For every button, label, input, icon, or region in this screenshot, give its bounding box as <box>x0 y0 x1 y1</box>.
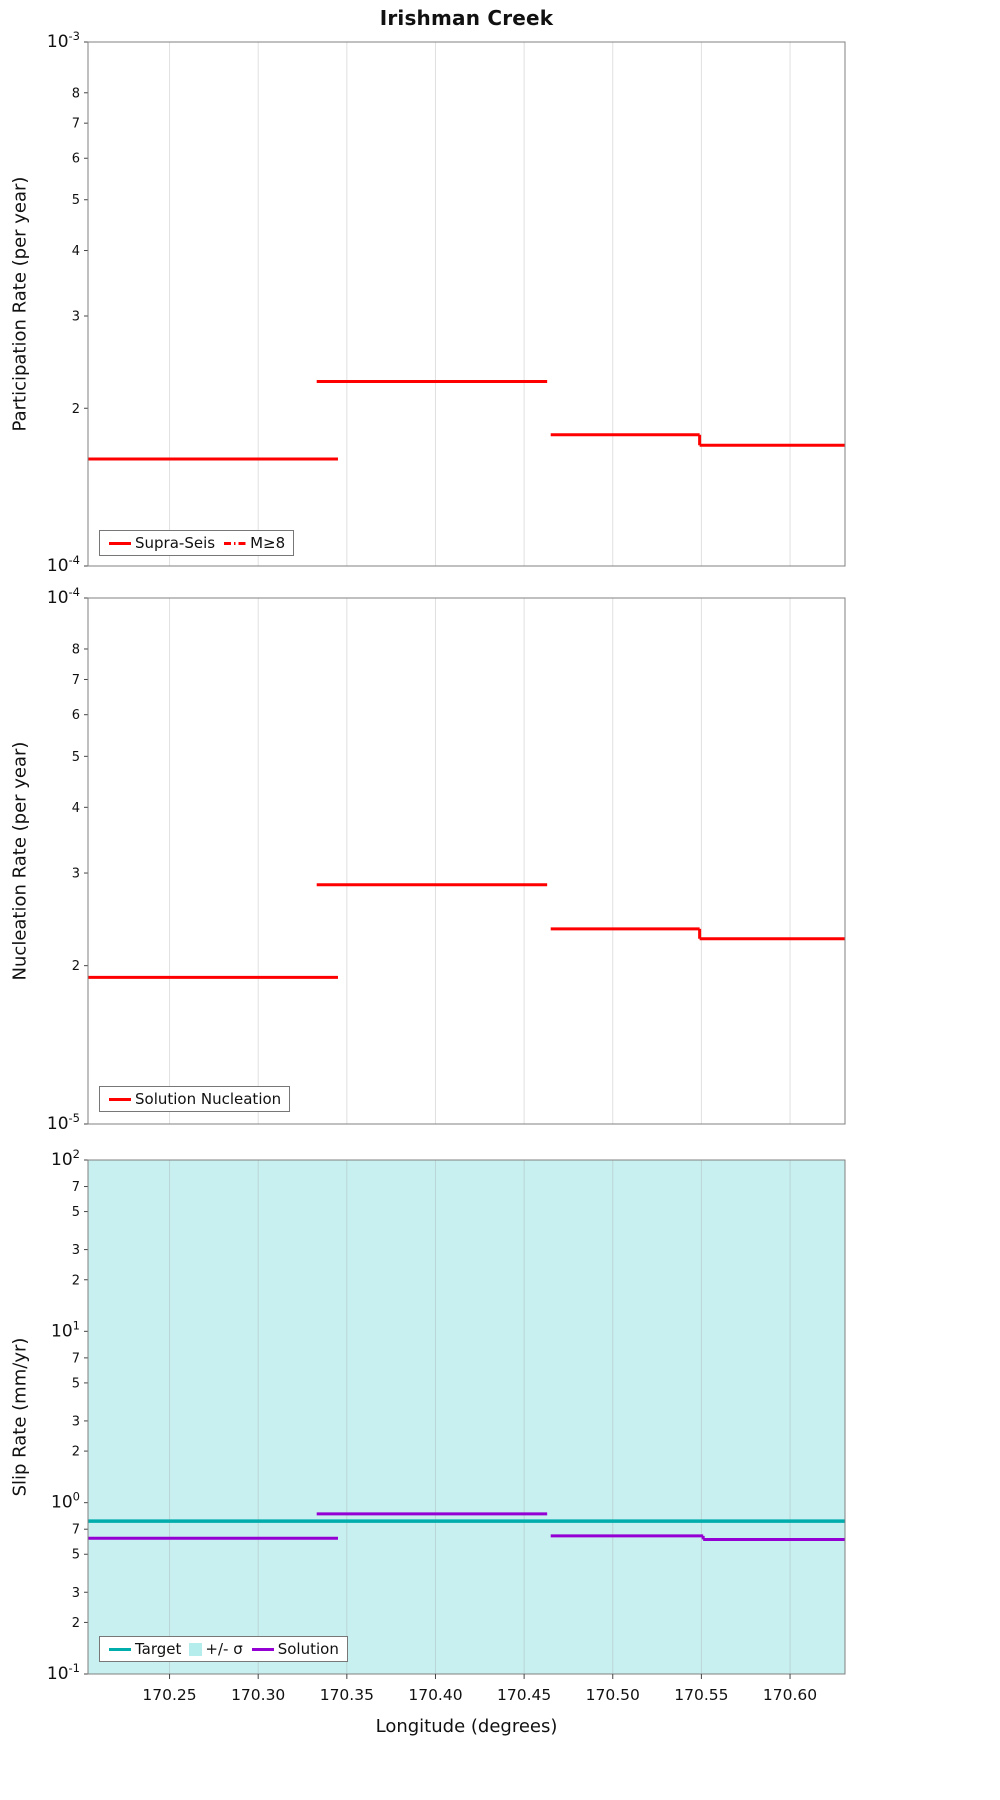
y-tick-label: 3 <box>72 1414 80 1429</box>
y-tick-label: 2 <box>72 402 80 417</box>
solid-line-icon <box>108 1096 132 1103</box>
legend-item: Supra-Seis <box>108 534 215 552</box>
y-tick-label: 3 <box>72 1243 80 1258</box>
solid-line-icon <box>251 1647 274 1651</box>
y-tick-label: 10-3 <box>47 29 80 52</box>
x-tick-label: 170.55 <box>674 1686 728 1704</box>
y-tick-label: 7 <box>72 117 80 132</box>
panel-border <box>87 41 846 567</box>
legend-label: Supra-Seis <box>135 534 216 552</box>
y-tick-label: 5 <box>72 1548 80 1563</box>
legend-label: M≥8 <box>250 534 286 552</box>
panel-participation: 10-3 8 7 6 5 4 3 2 10-4 <box>47 29 846 576</box>
series-supra-seis <box>88 379 845 461</box>
y-tick-label: 5 <box>72 1205 80 1220</box>
y-tick-label: 10-1 <box>47 1661 80 1684</box>
y-tick-label: 7 <box>72 1523 80 1538</box>
legend-item: +/- σ <box>189 1640 243 1658</box>
y-tick-label: 5 <box>72 750 80 765</box>
y-tick-label: 10-5 <box>47 1111 80 1134</box>
legend-item: Solution <box>251 1640 339 1658</box>
solid-line-icon <box>108 1646 132 1653</box>
solid-line-icon <box>109 1647 131 1651</box>
y-tick-label: 3 <box>72 1586 80 1601</box>
legend-participation: Supra-Seis M≥8 <box>99 530 295 556</box>
legend-nucleation: Solution Nucleation <box>99 1086 291 1112</box>
y-tick-label: 6 <box>72 152 80 167</box>
x-tick-label: 170.35 <box>320 1686 374 1704</box>
y-tick-label: 8 <box>72 642 80 657</box>
y-tick-label: 102 <box>51 1147 80 1170</box>
y-tick-label: 10-4 <box>47 553 80 576</box>
y-tick-label: 2 <box>72 1616 80 1631</box>
dashdot-line-icon <box>224 541 247 545</box>
x-axis-label: Longitude (degrees) <box>375 1716 558 1737</box>
x-tick-label: 170.45 <box>497 1686 551 1704</box>
y-tick-label: 3 <box>72 309 80 324</box>
legend-label: Target <box>135 1640 182 1658</box>
y-tick-label: 4 <box>72 244 80 259</box>
panel-border <box>87 1159 846 1675</box>
x-tick-label: 170.60 <box>763 1686 817 1704</box>
x-tick-label: 170.50 <box>586 1686 640 1704</box>
x-tick-label: 170.30 <box>231 1686 285 1704</box>
legend-item: M≥8 <box>223 534 285 552</box>
legend-label: Solution <box>277 1640 339 1658</box>
x-tick-label: 170.40 <box>408 1686 462 1704</box>
legend-label: Solution Nucleation <box>135 1090 282 1108</box>
legend-label: +/- σ <box>205 1640 243 1658</box>
dashdot-line-icon <box>223 540 247 547</box>
legend-item: Target <box>108 1640 181 1658</box>
y-tick-label: 101 <box>51 1318 80 1341</box>
y-tick-label: 5 <box>72 1376 80 1391</box>
solid-line-icon <box>108 540 132 547</box>
y-tick-label: 5 <box>72 193 80 208</box>
y-tick-label: 7 <box>72 673 80 688</box>
y-tick-label: 2 <box>72 959 80 974</box>
y-tick-label: 2 <box>72 1273 80 1288</box>
panel-nucleation: 10-4 8 7 6 5 4 3 2 10-5 <box>47 585 846 1134</box>
sigma-band <box>88 1160 845 1674</box>
y-tick-label: 7 <box>72 1351 80 1366</box>
legend-slip-rate: Target +/- σ Solution <box>99 1636 348 1662</box>
x-tick-label: 170.25 <box>142 1686 196 1704</box>
y-tick-label: 8 <box>72 86 80 101</box>
panel-border <box>87 597 846 1125</box>
chart-title: Irishman Creek <box>379 6 554 30</box>
panel-slip-rate: 102 7 5 3 2 101 7 5 3 2 100 7 5 3 2 10-1 <box>47 1147 846 1684</box>
solid-line-icon <box>109 1097 131 1101</box>
legend-item: Solution Nucleation <box>108 1090 281 1108</box>
y-tick-label: 4 <box>72 801 80 816</box>
y-tick-label: 10-4 <box>47 585 80 608</box>
solid-line-icon <box>251 1646 275 1653</box>
y-tick-label: 3 <box>72 867 80 882</box>
sigma-patch-icon <box>189 1642 203 1656</box>
y-tick-label: 6 <box>72 708 80 723</box>
y-tick-label: 100 <box>51 1490 80 1513</box>
y-tick-label: 2 <box>72 1445 80 1460</box>
y-tick-label: 7 <box>72 1180 80 1195</box>
solid-line-icon <box>109 541 131 545</box>
series-solution-nucleation <box>88 883 845 979</box>
series-solution <box>88 1512 845 1541</box>
